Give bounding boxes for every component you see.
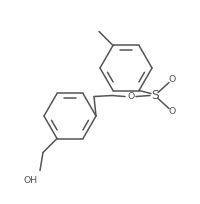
Text: O: O (168, 107, 175, 116)
Text: S: S (150, 89, 158, 102)
Text: OH: OH (24, 176, 38, 185)
Text: O: O (168, 75, 175, 84)
Text: O: O (127, 92, 134, 101)
